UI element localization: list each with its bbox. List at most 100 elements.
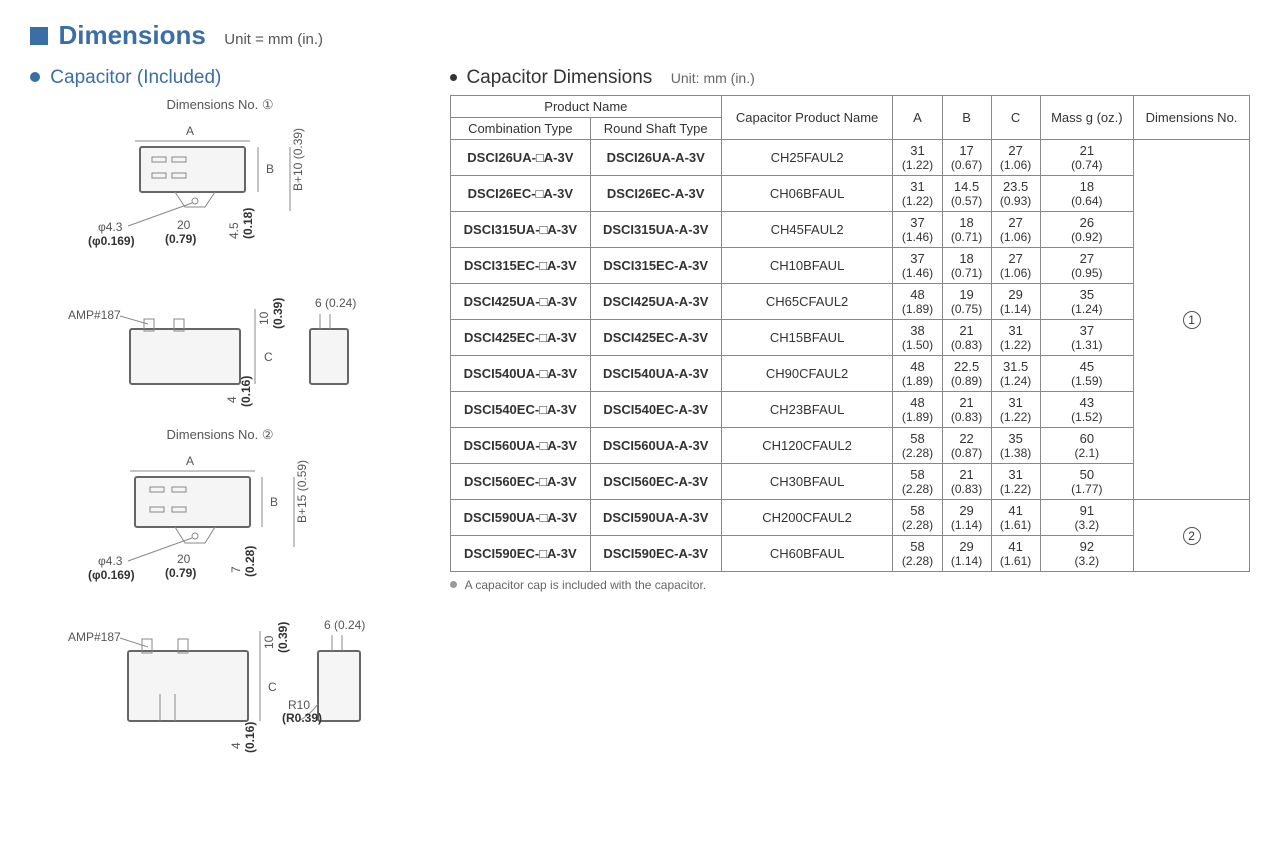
dim-c-2: C: [268, 680, 277, 694]
table-row: DSCI425EC-□A-3V DSCI425EC-A-3V CH15BFAUL…: [451, 320, 1250, 356]
cell-c: 23.5(0.93): [991, 176, 1040, 212]
cell-c: 29(1.14): [991, 284, 1040, 320]
dim-phi-in-2: (φ0.169): [88, 568, 135, 582]
dim-10: 10: [257, 311, 271, 325]
cap-dim-unit: Unit: mm (in.): [671, 70, 755, 86]
cell-cap-product: CH120CFAUL2: [721, 428, 893, 464]
cell-combination: DSCI315UA-□A-3V: [451, 212, 591, 248]
cell-round-shaft: DSCI590UA-A-3V: [590, 500, 721, 536]
cell-round-shaft: DSCI590EC-A-3V: [590, 536, 721, 572]
cell-a: 58(2.28): [893, 428, 942, 464]
dim-b: B: [266, 162, 274, 176]
dot-icon: [450, 74, 457, 81]
cell-combination: DSCI560UA-□A-3V: [451, 428, 591, 464]
cell-a: 48(1.89): [893, 356, 942, 392]
th-dim-no: Dimensions No.: [1134, 96, 1250, 140]
cell-b: 22(0.87): [942, 428, 991, 464]
dim-r10-in: (R0.39): [282, 711, 322, 725]
dim-b-2: B: [270, 495, 278, 509]
table-row: DSCI540UA-□A-3V DSCI540UA-A-3V CH90CFAUL…: [451, 356, 1250, 392]
cell-cap-product: CH10BFAUL: [721, 248, 893, 284]
dim-4: 4: [225, 396, 239, 403]
cell-combination: DSCI540EC-□A-3V: [451, 392, 591, 428]
dim-no-1-label: Dimensions No. ①: [30, 97, 410, 113]
cell-round-shaft: DSCI315EC-A-3V: [590, 248, 721, 284]
cell-c: 35(1.38): [991, 428, 1040, 464]
th-b: B: [942, 96, 991, 140]
diagram-1-top: A B B+10 (0.39) φ4.3 (φ0.169) 20 (0.79) …: [30, 121, 410, 261]
cell-round-shaft: DSCI425UA-A-3V: [590, 284, 721, 320]
cell-b: 19(0.75): [942, 284, 991, 320]
cell-cap-product: CH200CFAUL2: [721, 500, 893, 536]
cell-b: 21(0.83): [942, 320, 991, 356]
amp-label: AMP#187: [68, 308, 121, 322]
th-product-name: Product Name: [451, 96, 722, 118]
cell-a: 58(2.28): [893, 500, 942, 536]
dim-10-in: (0.39): [271, 298, 285, 329]
gray-dot-icon: [450, 581, 457, 588]
cell-a: 58(2.28): [893, 464, 942, 500]
cell-mass: 27(0.95): [1040, 248, 1133, 284]
cell-combination: DSCI590EC-□A-3V: [451, 536, 591, 572]
table-row: DSCI315EC-□A-3V DSCI315EC-A-3V CH10BFAUL…: [451, 248, 1250, 284]
cell-round-shaft: DSCI26EC-A-3V: [590, 176, 721, 212]
cell-round-shaft: DSCI540UA-A-3V: [590, 356, 721, 392]
cell-b: 29(1.14): [942, 500, 991, 536]
cell-cap-product: CH90CFAUL2: [721, 356, 893, 392]
dim-4-in: (0.16): [239, 376, 253, 407]
cell-b: 18(0.71): [942, 212, 991, 248]
cell-c: 31.5(1.24): [991, 356, 1040, 392]
dim-7-in: (0.28): [243, 546, 257, 577]
diagram-2-bottom: AMP#187 10 (0.39) C 6 (0.24) R10 (R0.39): [30, 609, 410, 759]
cell-b: 14.5(0.57): [942, 176, 991, 212]
cell-a: 58(2.28): [893, 536, 942, 572]
cell-a: 31(1.22): [893, 140, 942, 176]
cell-c: 31(1.22): [991, 392, 1040, 428]
dim-20: 20: [177, 218, 191, 232]
cell-combination: DSCI590UA-□A-3V: [451, 500, 591, 536]
cell-b: 29(1.14): [942, 536, 991, 572]
square-bullet-icon: [30, 27, 48, 45]
cell-mass: 60(2.1): [1040, 428, 1133, 464]
cell-mass: 18(0.64): [1040, 176, 1133, 212]
cap-dim-header: Capacitor Dimensions Unit: mm (in.): [450, 67, 1250, 89]
table-row: DSCI560UA-□A-3V DSCI560UA-A-3V CH120CFAU…: [451, 428, 1250, 464]
diagram-1-bottom: AMP#187 10 (0.39) C 6 (0.24) 4 (0.16): [30, 279, 410, 409]
capacitor-section-title: Capacitor (Included): [30, 67, 410, 89]
cell-a: 31(1.22): [893, 176, 942, 212]
cell-combination: DSCI560EC-□A-3V: [451, 464, 591, 500]
th-cap-product: Capacitor Product Name: [721, 96, 893, 140]
dim-4-in-2: (0.16): [243, 722, 257, 753]
cell-c: 27(1.06): [991, 248, 1040, 284]
th-a: A: [893, 96, 942, 140]
dim-r10: R10: [288, 698, 310, 712]
cell-round-shaft: DSCI540EC-A-3V: [590, 392, 721, 428]
dim-phi-in: (φ0.169): [88, 234, 135, 248]
th-c: C: [991, 96, 1040, 140]
cell-cap-product: CH15BFAUL: [721, 320, 893, 356]
dim-6-2: 6 (0.24): [324, 618, 365, 632]
cell-c: 41(1.61): [991, 536, 1040, 572]
cell-mass: 21(0.74): [1040, 140, 1133, 176]
cell-cap-product: CH06BFAUL: [721, 176, 893, 212]
dim-7: 7: [229, 566, 243, 573]
cell-round-shaft: DSCI315UA-A-3V: [590, 212, 721, 248]
capacitor-dimensions-table: Product Name Capacitor Product Name A B …: [450, 95, 1250, 572]
cell-mass: 50(1.77): [1040, 464, 1133, 500]
dim-no-2-label: Dimensions No. ②: [30, 427, 410, 443]
dim-20-in: (0.79): [165, 232, 196, 246]
table-row: DSCI425UA-□A-3V DSCI425UA-A-3V CH65CFAUL…: [451, 284, 1250, 320]
dim-20-in-2: (0.79): [165, 566, 196, 580]
cell-combination: DSCI540UA-□A-3V: [451, 356, 591, 392]
cell-mass: 91(3.2): [1040, 500, 1133, 536]
cell-mass: 45(1.59): [1040, 356, 1133, 392]
cell-a: 48(1.89): [893, 392, 942, 428]
capacitor-title-text: Capacitor (Included): [50, 67, 221, 88]
cell-b: 22.5(0.89): [942, 356, 991, 392]
th-round-shaft: Round Shaft Type: [590, 118, 721, 140]
cell-mass: 35(1.24): [1040, 284, 1133, 320]
cell-combination: DSCI315EC-□A-3V: [451, 248, 591, 284]
table-row: DSCI590EC-□A-3V DSCI590EC-A-3V CH60BFAUL…: [451, 536, 1250, 572]
cell-dim-no-1: 1: [1134, 140, 1250, 500]
cell-b: 18(0.71): [942, 248, 991, 284]
